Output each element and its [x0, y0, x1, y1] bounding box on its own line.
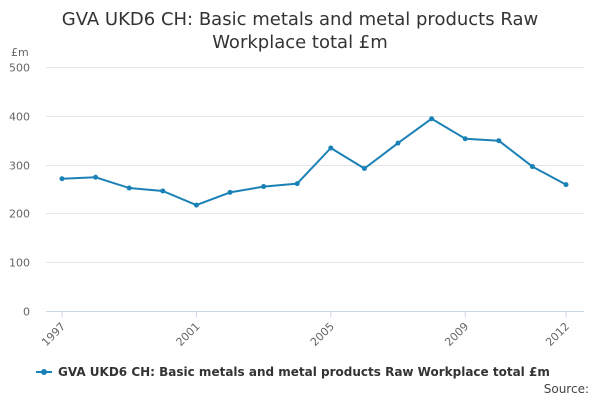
legend[interactable]: GVA UKD6 CH: Basic metals and metal prod…: [36, 365, 550, 379]
data-point: [361, 166, 367, 172]
data-point: [563, 182, 569, 188]
data-point: [496, 138, 502, 144]
axes: 0 100 200 300 400 500 £m 1997 2001 2005 2009 2012: [9, 46, 584, 349]
y-tick-label: 200: [9, 208, 30, 221]
x-tick-label: 2009: [442, 320, 471, 349]
y-tick-label: 500: [9, 62, 30, 75]
data-point: [193, 202, 199, 208]
data-point: [328, 145, 334, 151]
legend-swatch: [36, 367, 52, 377]
data-point: [227, 189, 233, 195]
data-point: [261, 184, 267, 190]
legend-label: GVA UKD6 CH: Basic metals and metal prod…: [58, 365, 550, 379]
series-layer: [59, 116, 569, 208]
x-tick-label: 2012: [543, 320, 572, 349]
chart-title-line-1: GVA UKD6 CH: Basic metals and metal prod…: [61, 9, 539, 30]
y-tick-label: 300: [9, 160, 30, 173]
data-point: [395, 140, 401, 146]
y-tick-label: 400: [9, 111, 30, 124]
data-point: [462, 136, 468, 142]
data-point: [429, 116, 435, 122]
data-point: [529, 164, 535, 170]
x-tick-label: 2005: [308, 320, 337, 349]
y-tick-label: 100: [9, 257, 30, 270]
data-point: [126, 185, 132, 191]
y-axis-label: £m: [11, 46, 29, 59]
chart-title-line-2: Workplace total £m: [212, 32, 388, 53]
x-tick-label: 2001: [174, 320, 203, 349]
x-tick-label: 1997: [39, 320, 68, 349]
data-point: [59, 176, 65, 182]
chart-title: GVA UKD6 CH: Basic metals and metal prod…: [0, 8, 600, 54]
source-credit[interactable]: Source:: [543, 382, 589, 396]
data-point: [160, 188, 166, 194]
data-point: [93, 174, 99, 180]
grid-lines: [46, 67, 584, 312]
data-point: [294, 181, 300, 187]
y-tick-label: 0: [23, 306, 30, 319]
series-line: [61, 117, 567, 207]
